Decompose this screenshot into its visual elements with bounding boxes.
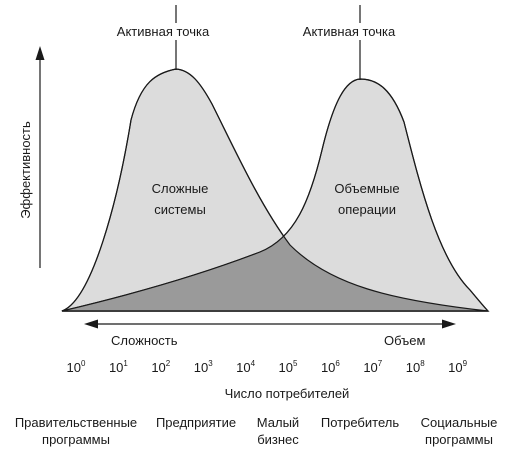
segment-label: Малый [257,415,299,430]
segment-label: программы [425,432,493,447]
y-axis-label: Эффективность [18,121,33,219]
x-tick-label: 107 [363,359,382,375]
x-tick-label: 108 [406,359,425,375]
x-axis-title: Число потребителей [225,386,350,401]
segment-label: Социальные [421,415,498,430]
x-tick-label: 109 [448,359,467,375]
region-right-label-line2: операции [338,202,396,217]
arrowhead-right [442,319,456,329]
x-tick-label: 105 [279,359,298,375]
region-right-label-line1: Объемные [334,181,399,196]
segment-label: бизнес [257,432,299,447]
arrowhead-left [84,319,98,329]
segment-label: Правительственные [15,415,137,430]
volume-label: Объем [384,333,425,348]
segment-label: программы [42,432,110,447]
x-tick-label: 103 [194,359,213,375]
y-axis-arrowhead [35,46,45,60]
x-tick-label: 100 [67,359,86,375]
segment-labels: Правительственные программы Предприятие Мал… [15,415,498,447]
x-tick-label: 101 [109,359,128,375]
segment-label: Потребитель [321,415,399,430]
active-point-left-label: Активная точка [117,24,210,39]
x-tick-labels: 100 101 102 103 104 105 106 107 108 109 [67,359,468,375]
x-tick-label: 102 [151,359,170,375]
complexity-label: Сложность [111,333,178,348]
complex-systems-outline [61,68,489,312]
x-tick-label: 104 [236,359,255,375]
segment-label: Предприятие [156,415,236,430]
region-left-label-line2: системы [154,202,206,217]
volume-operations-outline [61,78,490,312]
active-point-right-label: Активная точка [303,24,396,39]
x-tick-label: 106 [321,359,340,375]
region-left-label-line1: Сложные [152,181,209,196]
